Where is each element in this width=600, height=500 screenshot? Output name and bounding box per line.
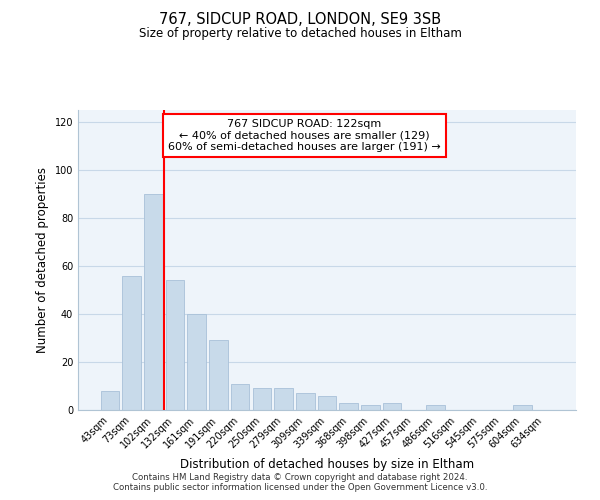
Bar — [361, 405, 380, 410]
Text: 767, SIDCUP ROAD, LONDON, SE9 3SB: 767, SIDCUP ROAD, LONDON, SE9 3SB — [159, 12, 441, 28]
Bar — [318, 396, 336, 410]
Text: Contains HM Land Registry data © Crown copyright and database right 2024.: Contains HM Land Registry data © Crown c… — [132, 472, 468, 482]
Bar — [427, 405, 445, 410]
Bar — [340, 403, 358, 410]
Bar — [122, 276, 141, 410]
Bar — [296, 393, 314, 410]
Bar — [253, 388, 271, 410]
Bar — [209, 340, 227, 410]
Bar — [231, 384, 250, 410]
Bar — [166, 280, 184, 410]
Text: Size of property relative to detached houses in Eltham: Size of property relative to detached ho… — [139, 28, 461, 40]
Bar — [187, 314, 206, 410]
X-axis label: Distribution of detached houses by size in Eltham: Distribution of detached houses by size … — [180, 458, 474, 471]
Bar — [101, 391, 119, 410]
Bar — [513, 405, 532, 410]
Y-axis label: Number of detached properties: Number of detached properties — [36, 167, 49, 353]
Text: 767 SIDCUP ROAD: 122sqm
← 40% of detached houses are smaller (129)
60% of semi-d: 767 SIDCUP ROAD: 122sqm ← 40% of detache… — [168, 119, 441, 152]
Bar — [274, 388, 293, 410]
Text: Contains public sector information licensed under the Open Government Licence v3: Contains public sector information licen… — [113, 484, 487, 492]
Bar — [383, 403, 401, 410]
Bar — [144, 194, 163, 410]
